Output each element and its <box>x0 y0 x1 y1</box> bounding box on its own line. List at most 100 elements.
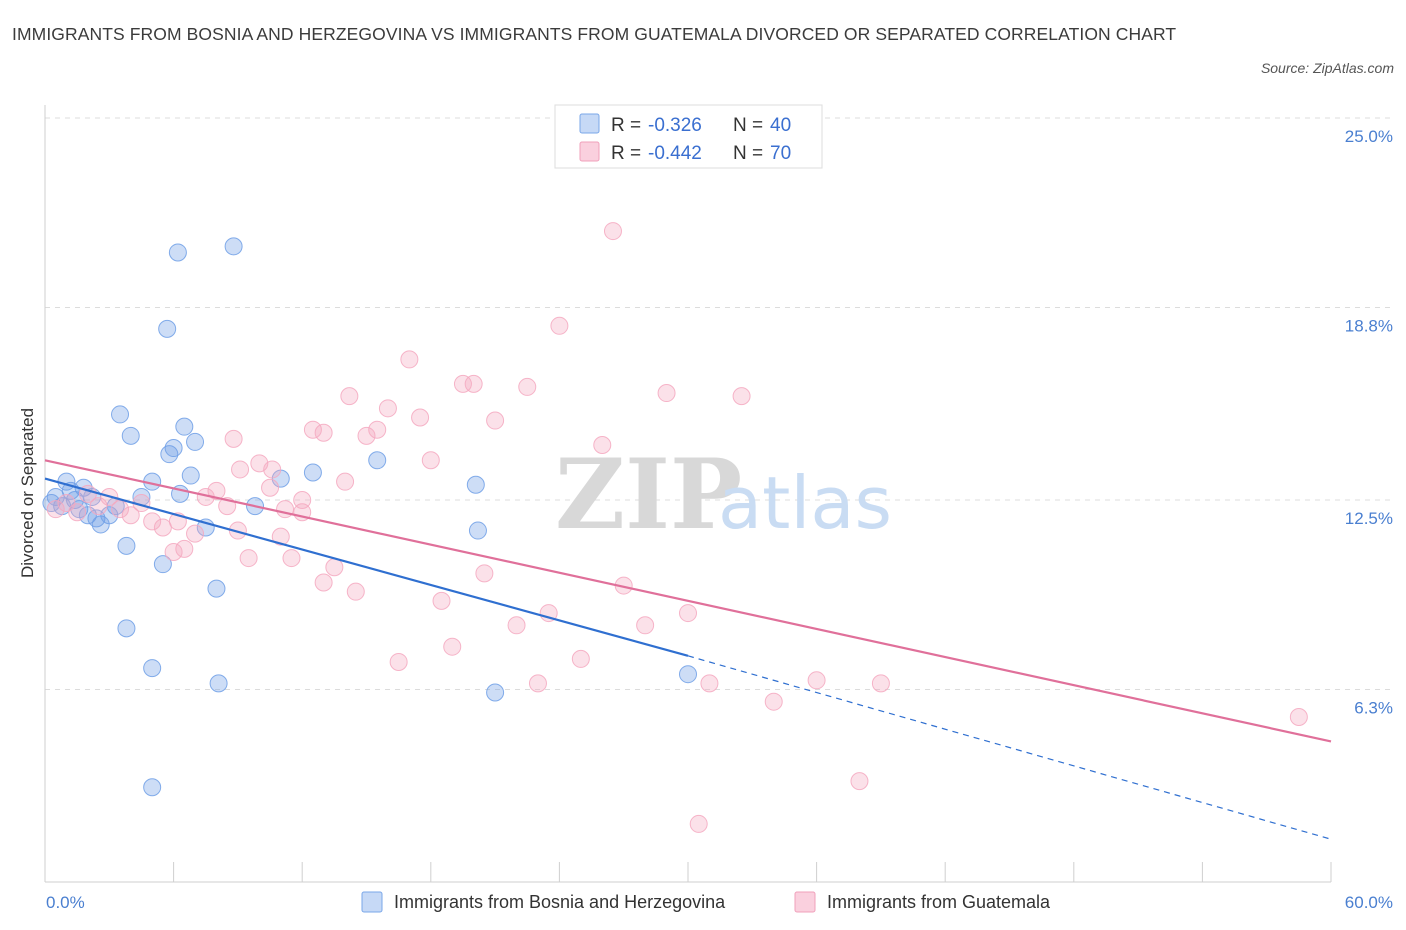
point-guatemala <box>657 384 676 403</box>
point-guatemala <box>764 692 783 711</box>
point-guatemala <box>871 674 890 693</box>
x-tick-label-max: 60.0% <box>1345 893 1393 912</box>
point-guatemala <box>486 411 505 430</box>
point-guatemala <box>111 500 130 519</box>
legend-swatch-bosnia <box>579 113 600 134</box>
point-guatemala <box>186 524 205 543</box>
point-bosnia <box>181 466 200 485</box>
point-guatemala <box>303 420 322 439</box>
series-legend-swatch-bosnia <box>361 891 383 913</box>
point-bosnia <box>224 237 243 256</box>
y-tick-label: 6.3% <box>1354 698 1393 717</box>
point-bosnia <box>466 475 485 494</box>
point-guatemala <box>263 460 282 479</box>
point-bosnia <box>121 426 140 445</box>
legend-r-value-bosnia: -0.326 <box>648 115 702 136</box>
point-guatemala <box>421 451 440 470</box>
point-guatemala <box>175 539 194 558</box>
point-guatemala <box>453 374 472 393</box>
point-guatemala <box>368 420 387 439</box>
stats-legend: R = -0.326 N = 40 R = -0.442 N = 70 <box>554 104 823 169</box>
point-guatemala <box>340 387 359 406</box>
point-bosnia <box>486 683 505 702</box>
point-guatemala <box>732 387 751 406</box>
point-guatemala <box>700 674 719 693</box>
point-guatemala <box>121 506 140 525</box>
legend-r-label-guatemala: R = <box>611 143 641 164</box>
point-guatemala <box>261 478 280 497</box>
series-legend-label-guatemala: Immigrants from Guatemala <box>827 892 1051 912</box>
point-bosnia <box>679 665 697 684</box>
trend-line-bosnia-extension <box>687 655 1332 840</box>
y-tick-label: 18.8% <box>1345 316 1393 335</box>
legend-r-label-bosnia: R = <box>611 115 641 136</box>
point-bosnia <box>164 439 183 458</box>
point-guatemala <box>357 426 376 445</box>
point-guatemala <box>507 616 526 635</box>
point-guatemala <box>239 549 258 568</box>
legend-swatch-guatemala <box>579 141 600 162</box>
point-guatemala <box>336 472 355 491</box>
y-tick-label: 12.5% <box>1345 509 1393 528</box>
point-bosnia <box>143 659 162 678</box>
point-guatemala <box>518 377 537 396</box>
point-bosnia <box>117 536 136 555</box>
watermark-zip: ZIP <box>555 438 742 551</box>
x-tick-label-min: 0.0% <box>46 893 85 912</box>
legend-n-value-bosnia: 40 <box>770 115 791 136</box>
point-guatemala <box>282 549 301 568</box>
point-guatemala <box>432 591 451 610</box>
point-bosnia <box>168 243 187 262</box>
point-bosnia <box>143 778 162 797</box>
y-tick-label: 25.0% <box>1345 127 1393 146</box>
point-guatemala <box>411 408 430 427</box>
point-guatemala <box>314 573 333 592</box>
point-bosnia <box>468 521 487 540</box>
point-guatemala <box>164 542 183 561</box>
series-legend: Immigrants from Bosnia and Herzegovina I… <box>361 891 1051 913</box>
point-bosnia <box>175 417 194 436</box>
point-bosnia <box>186 432 205 451</box>
point-bosnia <box>117 619 136 638</box>
point-guatemala <box>143 512 162 531</box>
point-guatemala <box>224 429 243 448</box>
point-guatemala <box>378 399 397 418</box>
point-bosnia <box>368 451 387 470</box>
point-guatemala <box>153 518 172 537</box>
point-guatemala <box>314 423 333 442</box>
y-tick-labels: 25.0% 18.8% 12.5% 6.3% <box>1345 127 1393 717</box>
point-bosnia <box>303 463 322 482</box>
point-guatemala <box>231 460 250 479</box>
grid-lines <box>45 117 1395 690</box>
point-guatemala <box>271 527 290 546</box>
point-guatemala <box>603 222 622 241</box>
series-legend-swatch-guatemala <box>794 891 816 913</box>
point-guatemala <box>807 671 826 690</box>
point-bosnia <box>207 579 226 598</box>
point-guatemala <box>636 616 655 635</box>
point-guatemala <box>389 652 408 671</box>
legend-n-value-guatemala: 70 <box>770 143 791 164</box>
point-guatemala <box>550 316 569 335</box>
point-guatemala <box>346 582 365 601</box>
chart-title: IMMIGRANTS FROM BOSNIA AND HERZEGOVINA V… <box>12 24 1177 44</box>
legend-n-label-guatemala: N = <box>733 143 763 164</box>
point-guatemala <box>400 350 419 369</box>
point-bosnia <box>111 405 130 424</box>
point-guatemala <box>68 503 87 522</box>
point-guatemala <box>207 481 226 500</box>
legend-r-value-guatemala: -0.442 <box>648 143 702 164</box>
legend-n-label-bosnia: N = <box>733 115 763 136</box>
y-axis-label: Divorced or Separated <box>18 408 37 578</box>
trend-lines <box>44 459 1332 840</box>
point-guatemala <box>46 500 65 519</box>
point-guatemala <box>443 637 462 656</box>
point-guatemala <box>689 814 708 833</box>
point-bosnia <box>153 555 172 574</box>
point-guatemala <box>1289 707 1308 726</box>
point-bosnia <box>158 319 177 338</box>
point-guatemala <box>593 435 612 454</box>
watermark-atlas: atlas <box>718 461 892 545</box>
trend-line-guatemala <box>44 459 1332 743</box>
